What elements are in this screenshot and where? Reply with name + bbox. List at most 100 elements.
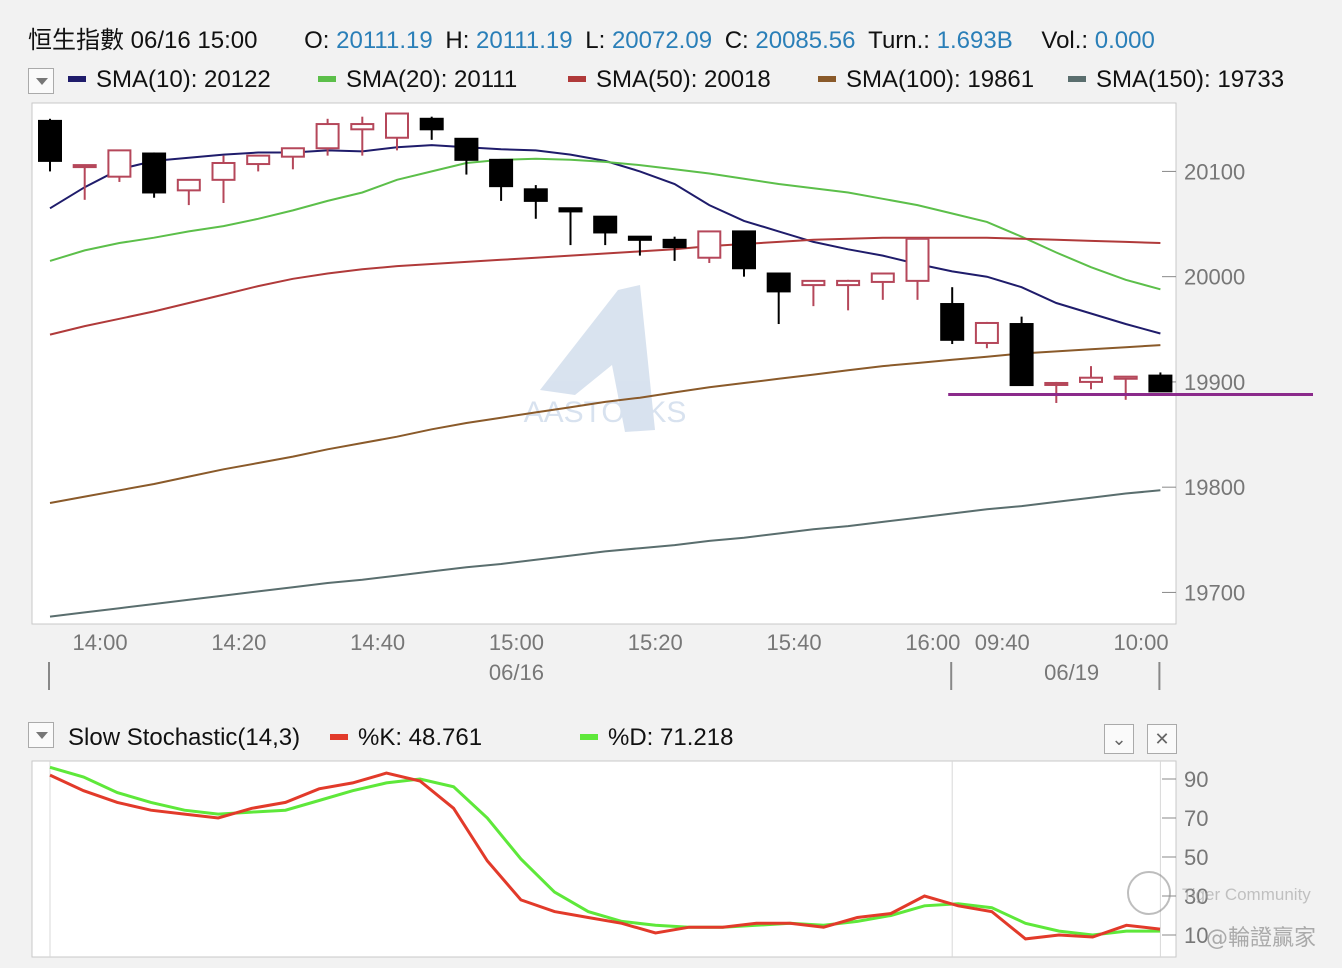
candle-body (38, 119, 62, 162)
tiger-logo-icon (1127, 871, 1171, 915)
stoch-y-tick-label: 90 (1184, 767, 1208, 792)
candle (558, 207, 583, 246)
candle-body (176, 178, 201, 192)
legend-swatch (568, 75, 586, 82)
candle (72, 164, 97, 200)
candle (593, 215, 618, 246)
candle-body (870, 272, 895, 283)
stoch-plot-area (31, 760, 1177, 958)
stoch-y-tick-label: 70 (1184, 806, 1208, 831)
candle-body (72, 164, 97, 169)
low-label: L: (585, 27, 606, 54)
candle (870, 272, 895, 300)
candle (246, 154, 271, 172)
candle (974, 321, 999, 349)
stoch-dropdown-icon[interactable] (28, 722, 54, 748)
candle-body (350, 123, 375, 131)
candle-body (940, 303, 965, 341)
y-tick-label: 20100 (1184, 159, 1245, 184)
sma20-line (49, 157, 1161, 291)
candle (836, 279, 861, 311)
candle-body (1009, 323, 1034, 387)
high-value: 20111.19 (476, 27, 573, 54)
sma150-line (49, 489, 1161, 618)
candle-body (1113, 375, 1138, 380)
candle-body (905, 237, 930, 282)
legend-swatch (1068, 75, 1086, 82)
candle-body (974, 321, 999, 344)
open-label: O: (304, 27, 330, 54)
candle (1079, 366, 1103, 390)
candle-body (558, 207, 583, 213)
tiger-community-credit: Tiger Community (1127, 871, 1311, 915)
x-tick-label: 15:00 (489, 630, 544, 655)
candle (350, 116, 375, 156)
y-tick-label: 19700 (1184, 580, 1245, 605)
candle (1009, 316, 1034, 387)
candle-body (801, 279, 826, 287)
x-tick-label: 14:00 (73, 630, 128, 655)
x-tick-label: 10:00 (1114, 630, 1169, 655)
date-label: 06/16 (489, 660, 544, 685)
watermark-logo-icon (540, 285, 655, 432)
candle (489, 158, 514, 201)
legend-swatch (580, 733, 598, 740)
candle-body (766, 272, 791, 293)
candle (801, 279, 826, 307)
candle (385, 112, 409, 151)
legend-d: %D: 71.218 (580, 724, 733, 752)
y-tick-label: 20000 (1184, 265, 1245, 290)
legend-sma10: SMA(10): 20122 (68, 66, 271, 94)
volume-label: Vol.: (1041, 27, 1089, 54)
legend-swatch (68, 75, 86, 82)
candle-body (732, 230, 756, 270)
candle-body (246, 154, 271, 166)
candle-body (489, 158, 514, 188)
close-label: C: (724, 27, 749, 54)
community-credit-text: Tiger Community (1182, 885, 1311, 904)
candle-body (627, 235, 652, 241)
main-chart-dropdown-icon[interactable] (28, 68, 54, 94)
stoch-title: Slow Stochastic(14,3) (68, 724, 301, 751)
close-panel-button[interactable]: ✕ (1147, 724, 1177, 754)
candle (454, 137, 479, 175)
candle (732, 230, 756, 277)
candle (176, 178, 201, 206)
candle-body (1079, 376, 1103, 383)
author-credit-text: @輪證贏家 (1206, 926, 1316, 951)
candle-body (142, 152, 167, 194)
candle-body (593, 215, 618, 234)
candle-body (836, 279, 861, 287)
candle-body (315, 123, 340, 150)
open-value: 20111.19 (336, 27, 433, 54)
y-tick-label: 19900 (1184, 370, 1245, 395)
candle (766, 272, 791, 325)
candle-body (107, 149, 132, 178)
x-tick-label: 15:40 (767, 630, 822, 655)
candle-body (211, 161, 236, 181)
legend-sma100: SMA(100): 19861 (818, 66, 1034, 94)
x-tick-label: 15:20 (628, 630, 683, 655)
candle (142, 152, 167, 198)
legend-swatch (318, 75, 336, 82)
x-tick-label: 09:40 (975, 630, 1030, 655)
x-tick-label: 14:20 (211, 630, 266, 655)
stoch-y-tick-label: 10 (1184, 923, 1208, 948)
low-value: 20072.09 (611, 27, 713, 54)
close-value: 20085.56 (755, 27, 856, 54)
candle-body (1148, 374, 1173, 393)
legend-sma150: SMA(150): 19733 (1068, 66, 1284, 94)
legend-swatch (818, 75, 836, 82)
candle-body (662, 238, 687, 249)
candle-body (697, 230, 722, 259)
turnover-value: 1.693B (936, 27, 1013, 54)
candle (1148, 372, 1173, 393)
stoch-y-tick-label: 50 (1184, 845, 1208, 870)
collapse-panel-button[interactable]: ⌄ (1104, 724, 1134, 754)
stoch-y-tick-label: 30 (1184, 884, 1208, 909)
candle (419, 116, 444, 140)
candle-body (454, 137, 479, 161)
x-tick-label: 14:40 (350, 630, 405, 655)
index-title: 恒生指數 06/16 15:00 (28, 27, 258, 54)
